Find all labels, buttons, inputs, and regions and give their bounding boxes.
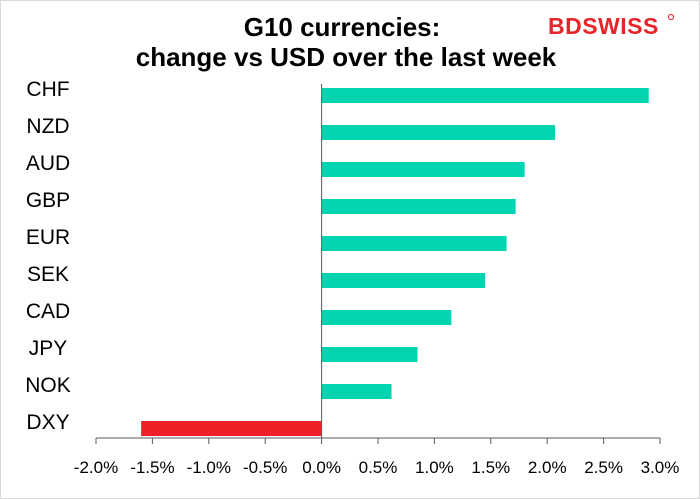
chart-title-line-1: G10 currencies: [243, 12, 441, 42]
chart-title-line-2: change vs USD over the last week [135, 42, 557, 72]
svg-text:BDSWISS: BDSWISS [548, 13, 659, 39]
bdswiss-logo: BDSWISS [548, 13, 675, 39]
